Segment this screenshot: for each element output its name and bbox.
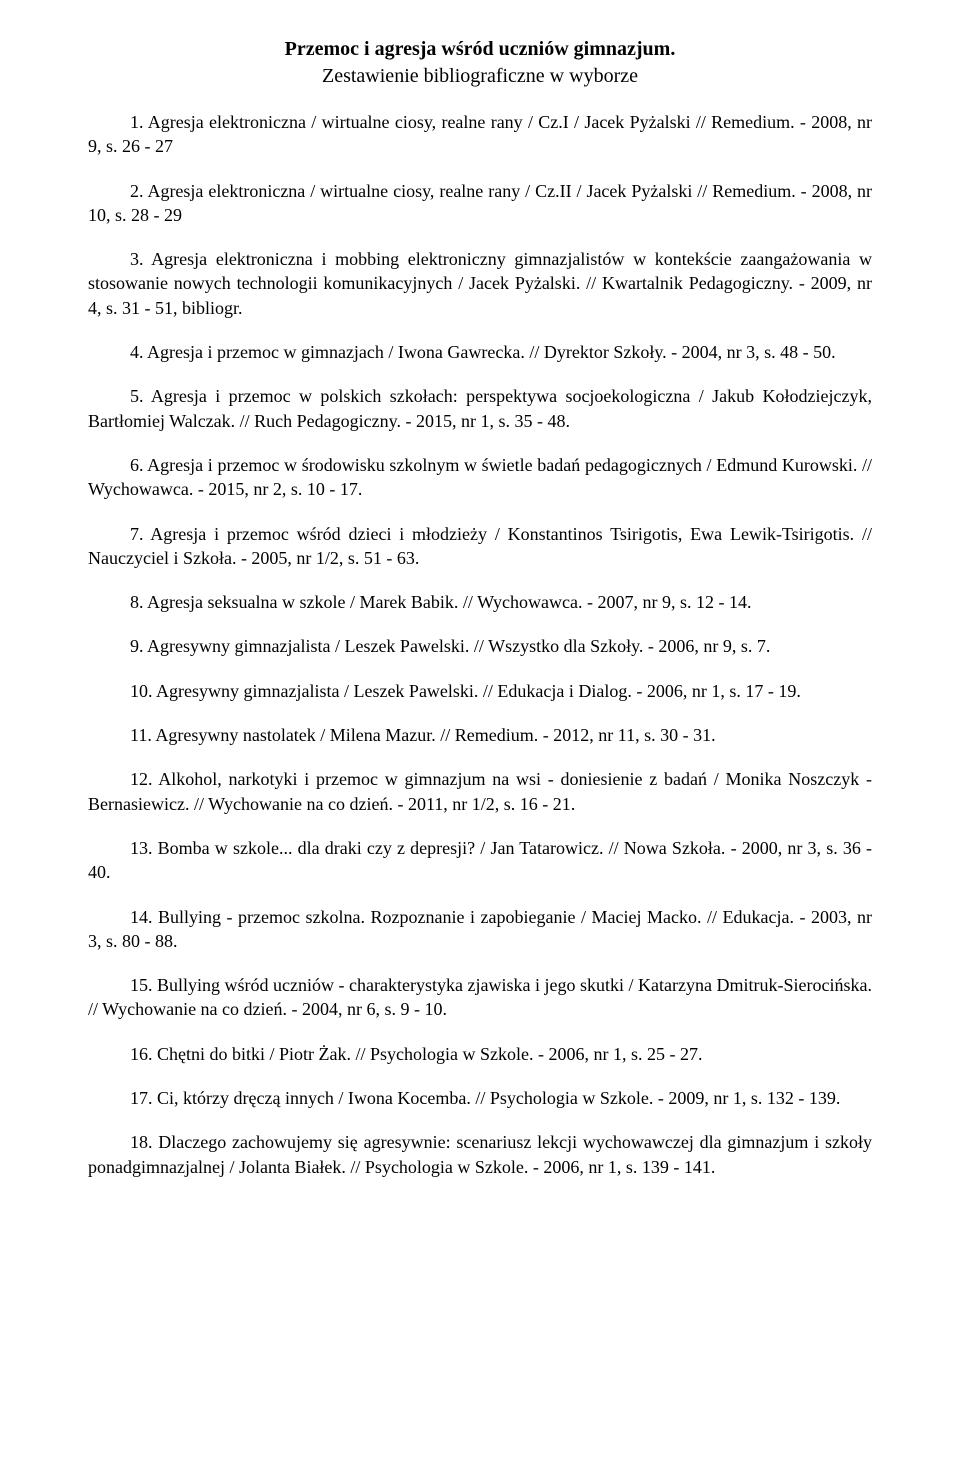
bibliography-entry: 15. Bullying wśród uczniów - charakterys… [88,973,872,1022]
bibliography-entry: 9. Agresywny gimnazjalista / Leszek Pawe… [88,634,872,658]
bibliography-entry: 6. Agresja i przemoc w środowisku szkoln… [88,453,872,502]
bibliography-entry: 11. Agresywny nastolatek / Milena Mazur.… [88,723,872,747]
bibliography-entry: 16. Chętni do bitki / Piotr Żak. // Psyc… [88,1042,872,1066]
bibliography-entry: 17. Ci, którzy dręczą innych / Iwona Koc… [88,1086,872,1110]
bibliography-entry: 3. Agresja elektroniczna i mobbing elekt… [88,247,872,320]
bibliography-entry: 14. Bullying - przemoc szkolna. Rozpozna… [88,905,872,954]
bibliography-list: 1. Agresja elektroniczna / wirtualne cio… [88,110,872,1179]
bibliography-entry: 7. Agresja i przemoc wśród dzieci i młod… [88,522,872,571]
bibliography-entry: 5. Agresja i przemoc w polskich szkołach… [88,384,872,433]
bibliography-entry: 8. Agresja seksualna w szkole / Marek Ba… [88,590,872,614]
bibliography-entry: 10. Agresywny gimnazjalista / Leszek Paw… [88,679,872,703]
bibliography-entry: 1. Agresja elektroniczna / wirtualne cio… [88,110,872,159]
bibliography-entry: 4. Agresja i przemoc w gimnazjach / Iwon… [88,340,872,364]
bibliography-entry: 12. Alkohol, narkotyki i przemoc w gimna… [88,767,872,816]
bibliography-entry: 13. Bomba w szkole... dla draki czy z de… [88,836,872,885]
bibliography-entry: 2. Agresja elektroniczna / wirtualne cio… [88,179,872,228]
bibliography-entry: 18. Dlaczego zachowujemy się agresywnie:… [88,1130,872,1179]
document-title: Przemoc i agresja wśród uczniów gimnazju… [88,36,872,63]
document-subtitle: Zestawienie bibliograficzne w wyborze [88,63,872,90]
